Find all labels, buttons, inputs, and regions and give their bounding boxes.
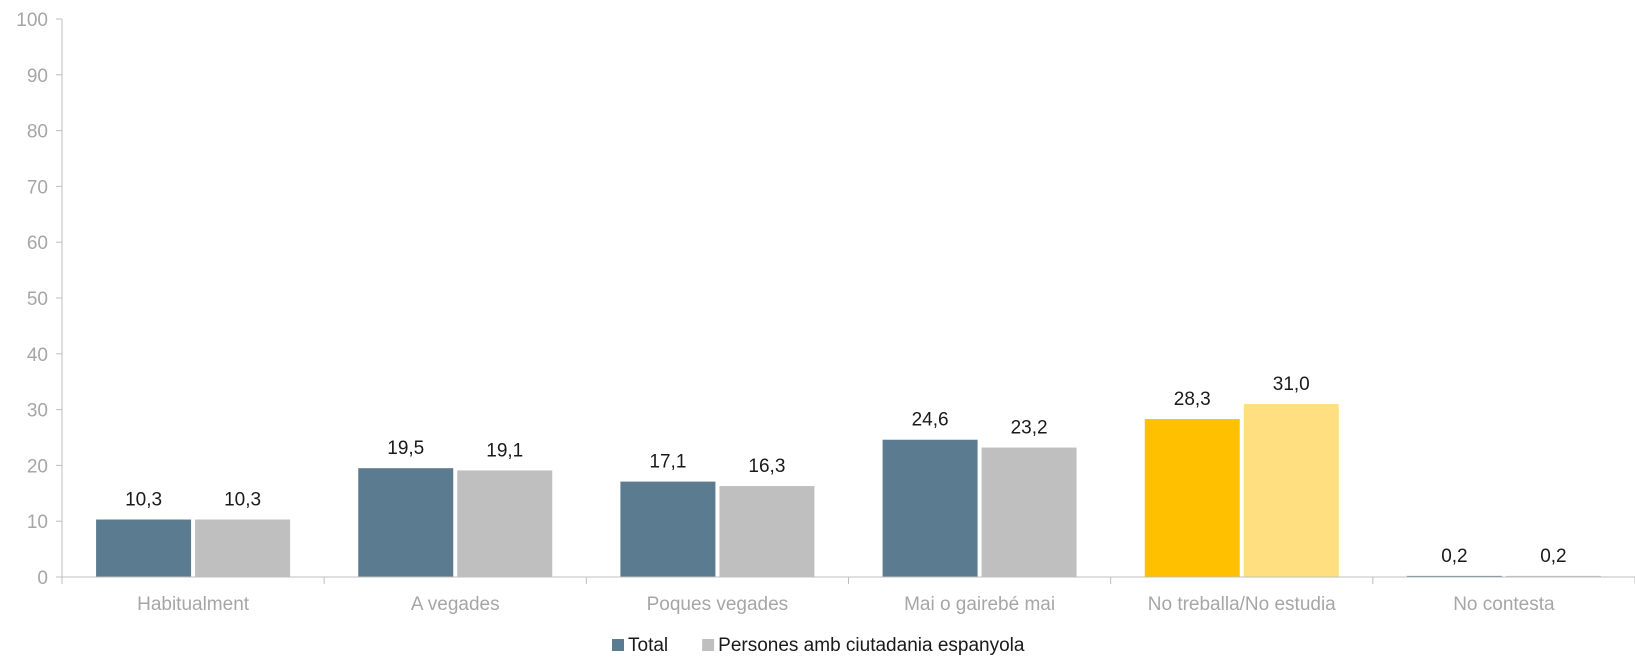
bar — [1243, 404, 1339, 577]
legend-swatch — [702, 639, 715, 651]
data-label: 16,3 — [748, 456, 785, 477]
y-tick-label: 10 — [27, 512, 48, 533]
y-tick-label: 100 — [16, 10, 48, 31]
legend: Total Persones amb ciutadania espanyola — [612, 635, 1025, 656]
y-tick-label: 70 — [27, 177, 48, 198]
bar — [358, 468, 454, 577]
y-tick-label: 80 — [27, 122, 48, 143]
x-category-label: No treballa/No estudia — [1148, 594, 1336, 615]
y-tick-label: 40 — [27, 345, 48, 366]
y-tick-label: 20 — [27, 456, 48, 477]
bar — [1144, 419, 1240, 577]
data-label: 19,1 — [486, 440, 523, 461]
data-label: 17,1 — [649, 452, 686, 473]
y-tick-label: 30 — [27, 401, 48, 422]
x-category-label: Poques vegades — [647, 594, 789, 615]
bar — [620, 481, 716, 577]
bar — [1505, 575, 1601, 577]
data-label: 10,3 — [224, 490, 261, 511]
bar — [882, 439, 978, 577]
y-tick-label: 50 — [27, 289, 48, 310]
data-label: 19,5 — [387, 438, 424, 459]
bar — [96, 519, 192, 577]
y-tick-label: 60 — [27, 233, 48, 254]
data-label: 24,6 — [912, 410, 949, 431]
bar — [1406, 575, 1502, 577]
legend-label: Persones amb ciutadania espanyola — [718, 635, 1025, 656]
bar — [981, 447, 1077, 577]
y-tick-label: 0 — [37, 568, 48, 589]
x-category-label: No contesta — [1453, 594, 1555, 615]
data-label: 0,2 — [1540, 546, 1566, 567]
bar — [457, 470, 553, 577]
data-label: 31,0 — [1273, 374, 1310, 395]
x-category-label: Habitualment — [137, 594, 250, 615]
x-axis: Habitualment A vegades Poques vegades Mai o… — [61, 576, 1635, 615]
bar — [195, 519, 291, 577]
x-category-label: Mai o gairebé mai — [904, 594, 1055, 615]
data-label: 28,3 — [1174, 389, 1211, 410]
data-label: 10,3 — [125, 490, 162, 511]
bar — [719, 486, 815, 577]
y-axis: 0 10 20 30 40 50 60 70 80 90 100 — [16, 10, 63, 589]
x-category-label: A vegades — [411, 594, 500, 615]
legend-label: Total — [628, 635, 668, 656]
legend-swatch — [612, 639, 624, 651]
y-tick-label: 90 — [27, 66, 48, 87]
data-label: 0,2 — [1441, 546, 1467, 567]
data-label: 23,2 — [1011, 418, 1048, 439]
bars: 10,3 10,3 19,5 19,1 17,1 16,3 24,6 23,2 28,3 31,0… — [96, 374, 1601, 577]
